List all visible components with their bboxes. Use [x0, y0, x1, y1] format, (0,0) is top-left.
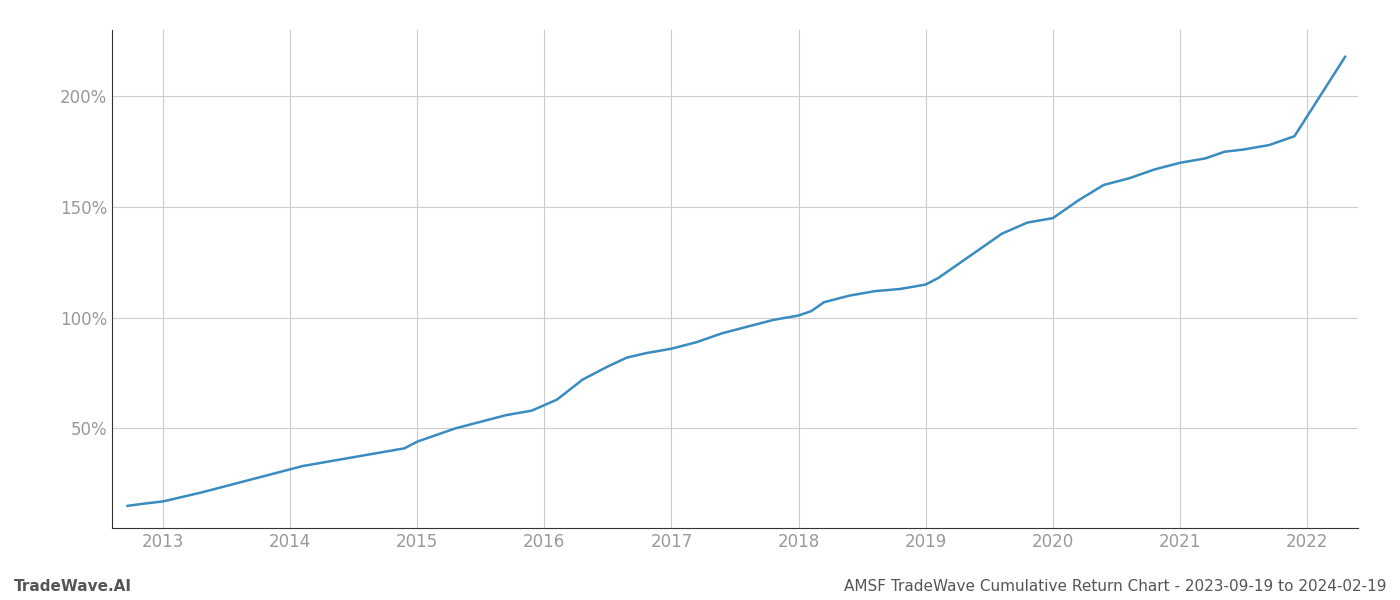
Text: TradeWave.AI: TradeWave.AI	[14, 579, 132, 594]
Text: AMSF TradeWave Cumulative Return Chart - 2023-09-19 to 2024-02-19: AMSF TradeWave Cumulative Return Chart -…	[843, 579, 1386, 594]
